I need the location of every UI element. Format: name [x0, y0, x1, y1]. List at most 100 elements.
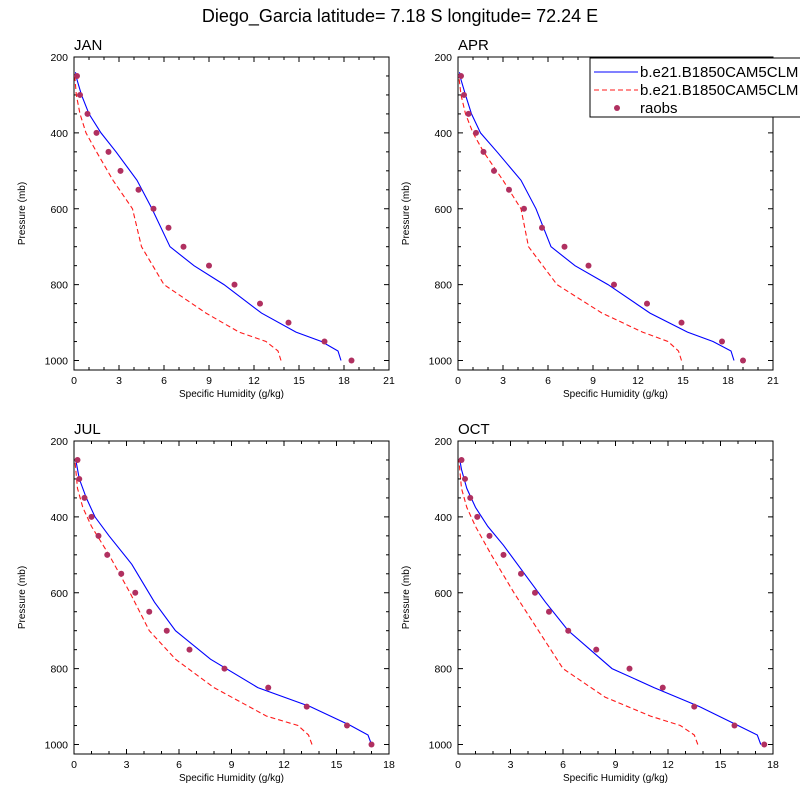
raobs-point — [467, 494, 474, 501]
model-solid-line — [75, 459, 373, 745]
raobs-point — [565, 627, 572, 634]
x-tick-label: 6 — [176, 759, 182, 771]
raobs-point — [88, 513, 95, 520]
legend-entry: b.e21.B1850CAM5CLM — [594, 64, 798, 81]
y-tick-label: 200 — [434, 52, 452, 64]
panel-apr: 0 3 6 9 12 15 18 21 200 400 600 800 1000 Specific Hum… — [401, 37, 779, 400]
panel-oct: 0 3 6 9 12 15 18 200 400 600 800 1000 Specific Humid… — [401, 421, 779, 784]
y-tick-label: 800 — [50, 280, 68, 292]
raobs-point — [118, 570, 125, 577]
legend: b.e21.B1850CAM5CLMb.e21.B1850CAM5CLMraob… — [589, 57, 800, 118]
raobs-point — [500, 551, 507, 558]
x-tick-label: 6 — [161, 375, 167, 387]
raobs-point — [521, 205, 527, 212]
raobs-point — [761, 741, 768, 748]
raobs-point — [506, 186, 512, 193]
raobs-point — [206, 262, 212, 269]
series-group — [458, 456, 768, 748]
raobs-point — [611, 281, 617, 288]
raobs-point — [626, 665, 633, 672]
x-tick-label: 12 — [632, 375, 644, 387]
x-tick-label: 21 — [767, 375, 779, 387]
raobs-point — [77, 91, 83, 98]
raobs-point — [135, 186, 142, 193]
raobs-point — [180, 243, 187, 250]
y-tick-label: 1000 — [45, 740, 69, 752]
raobs-point — [593, 646, 600, 653]
raobs-point — [539, 224, 545, 231]
x-tick-label: 12 — [278, 759, 290, 771]
y-axis-label: Pressure (mb) — [17, 182, 28, 245]
y-tick-label: 400 — [50, 512, 68, 524]
raobs-point — [491, 167, 497, 174]
series-group — [458, 72, 746, 364]
x-tick-label: 0 — [71, 759, 77, 771]
legend-entry: raobs — [614, 100, 678, 117]
panel-title: OCT — [458, 421, 490, 438]
raobs-point — [257, 300, 263, 307]
x-tick-label: 15 — [331, 759, 343, 771]
y-tick-label: 800 — [434, 664, 452, 676]
raobs-point — [105, 148, 112, 155]
legend-marker — [614, 105, 620, 111]
legend-label: b.e21.B1850CAM5CLM — [640, 64, 798, 81]
y-tick-label: 600 — [50, 204, 68, 216]
raobs-point — [458, 456, 465, 463]
panel-title: APR — [458, 37, 489, 54]
model-dashed-line — [74, 75, 282, 361]
raobs-point — [186, 646, 193, 653]
y-tick-label: 200 — [50, 436, 68, 448]
y-tick-label: 600 — [434, 204, 452, 216]
y-tick-label: 1000 — [429, 356, 453, 368]
y-axis-label: Pressure (mb) — [17, 566, 28, 629]
y-tick-label: 800 — [434, 280, 452, 292]
raobs-point — [740, 357, 746, 364]
x-tick-label: 0 — [71, 375, 77, 387]
x-tick-label: 12 — [662, 759, 674, 771]
raobs-point — [165, 224, 172, 231]
panel-jan: 0 3 6 9 12 15 18 21 200 400 600 800 1000 Specific Hum… — [17, 37, 395, 400]
x-tick-label: 3 — [508, 759, 514, 771]
legend-label: b.e21.B1850CAM5CLM — [640, 82, 798, 99]
x-tick-label: 0 — [455, 759, 461, 771]
x-axis-label: Specific Humidity (g/kg) — [563, 773, 668, 784]
x-tick-label: 18 — [722, 375, 734, 387]
raobs-point — [146, 608, 153, 615]
raobs-point — [691, 703, 698, 710]
raobs-point — [321, 338, 328, 345]
raobs-point — [486, 532, 493, 539]
raobs-point — [678, 319, 685, 326]
panel-title: JUL — [74, 421, 101, 438]
raobs-point — [474, 513, 481, 520]
model-solid-line — [459, 459, 762, 745]
model-dashed-line — [74, 459, 313, 745]
x-tick-label: 21 — [383, 375, 395, 387]
x-tick-label: 15 — [677, 375, 689, 387]
x-tick-label: 3 — [124, 759, 130, 771]
x-tick-label: 6 — [545, 375, 551, 387]
x-axis-label: Specific Humidity (g/kg) — [563, 389, 668, 400]
raobs-point — [74, 72, 80, 79]
y-tick-label: 200 — [434, 436, 452, 448]
raobs-point — [285, 319, 292, 326]
x-tick-label: 9 — [590, 375, 596, 387]
raobs-point — [368, 741, 375, 748]
raobs-point — [221, 665, 228, 672]
y-tick-label: 400 — [434, 512, 452, 524]
x-tick-label: 18 — [767, 759, 779, 771]
x-tick-label: 12 — [248, 375, 260, 387]
y-tick-label: 600 — [434, 588, 452, 600]
y-tick-label: 400 — [434, 128, 452, 140]
raobs-point — [659, 684, 666, 691]
raobs-point — [231, 281, 238, 288]
raobs-point — [644, 300, 650, 307]
raobs-point — [265, 684, 272, 691]
y-tick-label: 1000 — [429, 740, 453, 752]
legend-label: raobs — [640, 100, 678, 117]
raobs-point — [731, 722, 738, 729]
figure-title: Diego_Garcia latitude= 7.18 S longitude=… — [202, 6, 598, 27]
raobs-point — [150, 205, 157, 212]
raobs-point — [344, 722, 350, 729]
raobs-point — [561, 243, 568, 250]
